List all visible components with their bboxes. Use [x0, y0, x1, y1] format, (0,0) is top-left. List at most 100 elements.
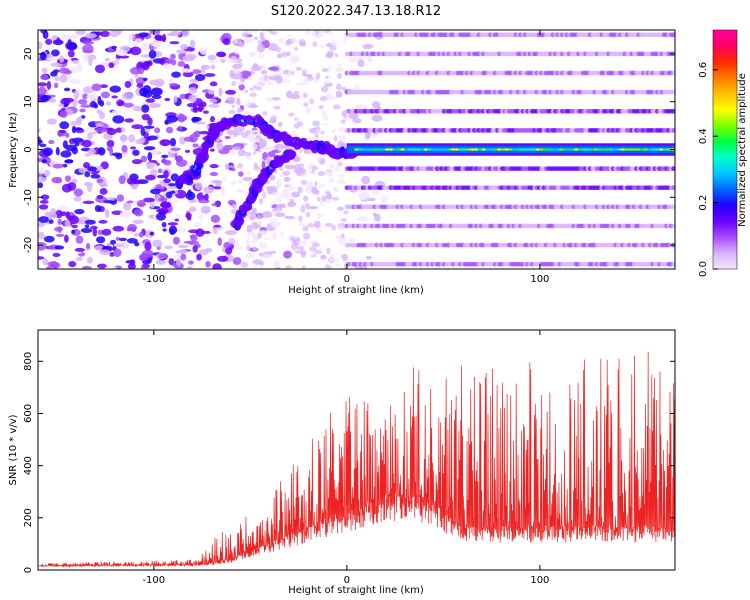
noise-blob [126, 230, 134, 235]
noise-blob [142, 85, 152, 94]
noise-blob [177, 244, 189, 248]
noise-blob [134, 74, 139, 78]
colorbar-tick-label: 0.0 [698, 261, 709, 277]
noise-blob [71, 146, 78, 155]
main-line-hotspot [581, 148, 587, 151]
noise-blob [186, 53, 197, 60]
noise-blob [150, 41, 163, 47]
noise-blob [39, 199, 49, 204]
noise-blob [283, 184, 290, 188]
noise-blob [216, 51, 227, 58]
harmonic-segment [671, 166, 675, 172]
harmonic-segment [671, 261, 675, 267]
noise-blob [252, 226, 259, 230]
noise-blob [74, 208, 85, 215]
noise-blob [43, 235, 55, 243]
noise-blob [311, 169, 315, 174]
snr-y-tick-label: 200 [23, 508, 34, 527]
noise-blob [115, 154, 123, 160]
noise-blob [59, 129, 67, 134]
noise-blob [213, 185, 222, 190]
noise-blob [253, 262, 257, 268]
noise-blob [325, 75, 330, 79]
noise-blob [305, 211, 311, 218]
snr-x-tick-label: 100 [530, 575, 549, 586]
noise-blob [225, 246, 233, 255]
noise-blob [143, 197, 156, 203]
noise-blob [274, 266, 281, 269]
noise-blob [330, 40, 338, 47]
noise-blob [170, 53, 176, 60]
noise-blob [131, 124, 144, 130]
noise-blob [257, 224, 262, 229]
noise-blob [177, 125, 183, 131]
noise-blob [91, 83, 102, 91]
noise-blob [133, 232, 139, 237]
noise-blob [71, 224, 78, 229]
noise-blob [99, 188, 108, 195]
noise-blob [79, 108, 86, 113]
noise-blob [257, 148, 262, 153]
noise-blob [38, 86, 47, 96]
noise-blob [50, 62, 63, 67]
noise-blob [229, 165, 236, 169]
noise-blob [188, 260, 194, 265]
noise-blob [97, 147, 106, 156]
noise-blob [319, 95, 328, 102]
noise-blob [130, 183, 139, 190]
main-line-hotspot [400, 148, 406, 151]
noise-blob [41, 67, 48, 74]
noise-blob [295, 82, 304, 86]
heatmap-y-tick-label: 10 [23, 95, 34, 108]
noise-blob [154, 127, 161, 134]
noise-blob [262, 30, 267, 35]
noise-blob [166, 115, 179, 123]
noise-blob [198, 130, 211, 135]
noise-blob [302, 69, 306, 77]
noise-blob [157, 168, 163, 174]
noise-blob [277, 121, 283, 127]
noise-blob [328, 65, 333, 70]
colorbar-tick-label: 0.4 [698, 128, 709, 144]
main-line-hotspot [465, 148, 471, 151]
noise-blob [60, 34, 72, 40]
noise-blob [200, 101, 207, 108]
noise-blob [365, 255, 372, 260]
noise-blob [110, 239, 117, 245]
noise-blob [348, 112, 359, 120]
branch-core [241, 119, 245, 123]
noise-blob [256, 221, 263, 225]
main-line-hotspot [651, 148, 657, 151]
colorbar-ticks: 0.0 0.2 0.4 0.6 [698, 62, 718, 277]
noise-blob [237, 180, 243, 184]
main-line-hotspot [427, 148, 433, 151]
noise-blob [52, 252, 61, 258]
noise-blob [40, 74, 49, 81]
noise-blob [245, 253, 256, 259]
noise-blob [100, 91, 110, 99]
noise-blob [170, 147, 181, 151]
noise-blob [314, 133, 319, 139]
noise-blob [88, 148, 96, 156]
noise-blob [45, 265, 52, 269]
main-line-hotspot [411, 148, 417, 151]
noise-blob [333, 135, 338, 142]
noise-blob [267, 77, 271, 82]
noise-blob [131, 40, 138, 46]
main-line-hotspot [431, 148, 437, 151]
noise-blob [284, 215, 295, 220]
snr-x-tick-label: -100 [142, 575, 165, 586]
noise-blob [54, 226, 63, 232]
noise-blob [268, 250, 277, 254]
heatmap-y-tick-label: -20 [23, 237, 34, 253]
noise-blob [82, 200, 95, 204]
noise-blob [80, 227, 93, 234]
main-line-hotspot [438, 148, 444, 151]
main-line-hotspot [612, 148, 618, 151]
heatmap-marks [38, 30, 675, 269]
branch-core [289, 153, 294, 157]
noise-blob [191, 116, 200, 124]
noise-blob [58, 103, 65, 107]
main-line-hotspot [369, 148, 375, 151]
